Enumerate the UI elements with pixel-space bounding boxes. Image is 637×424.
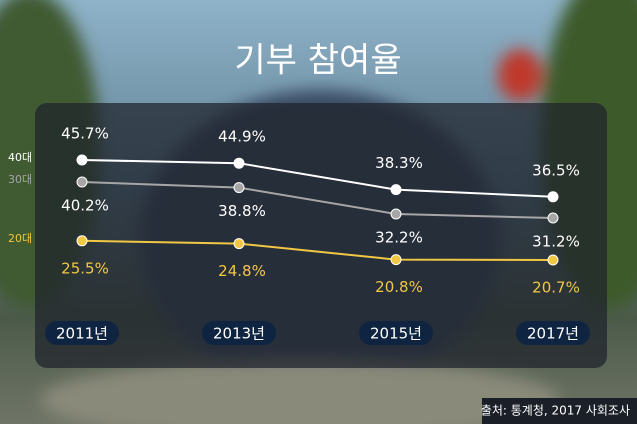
series-line	[81, 159, 554, 198]
series-name: 30대	[8, 173, 32, 186]
year-pill	[516, 321, 590, 345]
point	[547, 191, 559, 203]
point	[233, 182, 245, 194]
x-tick-label: 2011년	[56, 325, 108, 343]
value-label: 45.7%	[61, 125, 109, 143]
source-box	[482, 398, 637, 424]
x-tick-label: 2015년	[370, 325, 422, 343]
series-line	[81, 181, 554, 219]
chart-title: 기부 참여율	[234, 41, 401, 81]
value-label: 20.7%	[532, 279, 580, 297]
x-tick-label: 2017년	[527, 325, 579, 343]
point	[390, 254, 402, 266]
panel	[35, 103, 607, 368]
point	[390, 208, 402, 220]
point	[76, 176, 88, 188]
year-pill	[45, 321, 119, 345]
x-tick-label: 2013년	[213, 325, 265, 343]
point	[547, 254, 559, 266]
value-label: 25.5%	[61, 259, 109, 277]
series-line	[81, 239, 554, 261]
series-name: 40대	[8, 151, 32, 164]
value-label: 31.2%	[532, 233, 580, 251]
point	[233, 238, 245, 250]
value-label: 20.8%	[375, 278, 423, 296]
value-label: 44.9%	[218, 128, 266, 146]
point	[76, 235, 88, 247]
value-label: 24.8%	[218, 262, 266, 280]
point	[76, 154, 88, 166]
series-name: 20대	[8, 232, 32, 245]
point	[390, 184, 402, 196]
value-label: 36.5%	[532, 161, 580, 179]
value-label: 38.8%	[218, 202, 266, 220]
source: 출처: 통계청, 2017 사회조사	[481, 404, 630, 418]
point	[547, 212, 559, 224]
value-label: 40.2%	[61, 197, 109, 215]
year-pill	[359, 321, 433, 345]
year-pill	[202, 321, 276, 345]
point	[233, 157, 245, 169]
value-label: 38.3%	[375, 154, 423, 172]
value-label: 32.2%	[375, 229, 423, 247]
